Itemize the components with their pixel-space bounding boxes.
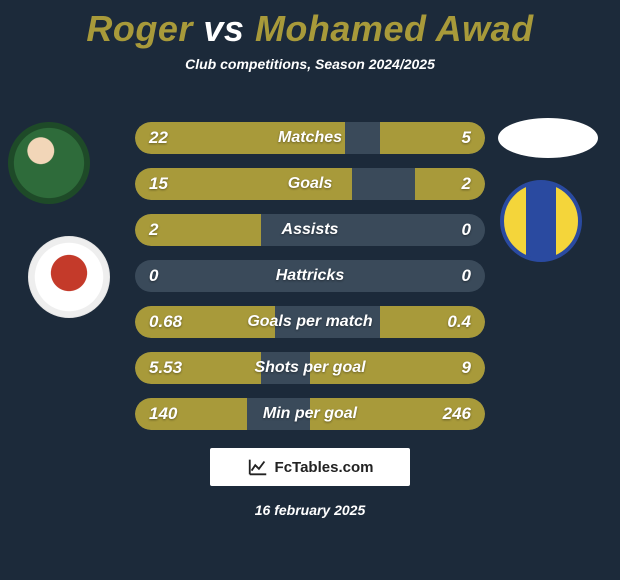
chart-icon [247,456,269,478]
date-text: 16 february 2025 [0,502,620,518]
stat-row: 225Matches [135,122,485,154]
stat-row: 152Goals [135,168,485,200]
player2-club-badge [500,180,582,262]
stat-label: Shots per goal [135,352,485,384]
stat-label: Goals [135,168,485,200]
stat-label: Min per goal [135,398,485,430]
stats-container: 225Matches 152Goals 20Assists 00Hattricks 0.… [135,122,485,444]
brand-card: FcTables.com [210,448,410,486]
player1-photo [8,122,90,204]
vs-text: vs [203,8,244,49]
brand-text: FcTables.com [275,459,374,476]
stat-label: Matches [135,122,485,154]
player2-photo [498,118,598,158]
stat-row: 5.539Shots per goal [135,352,485,384]
player2-name: Mohamed Awad [255,8,534,49]
comparison-title: Roger vs Mohamed Awad [0,0,620,50]
stat-label: Goals per match [135,306,485,338]
stat-row: 20Assists [135,214,485,246]
stat-row: 140246Min per goal [135,398,485,430]
player1-name: Roger [86,8,193,49]
stat-label: Assists [135,214,485,246]
player1-club-badge [28,236,110,318]
stat-label: Hattricks [135,260,485,292]
stat-row: 00Hattricks [135,260,485,292]
stat-row: 0.680.4Goals per match [135,306,485,338]
subtitle: Club competitions, Season 2024/2025 [0,56,620,72]
